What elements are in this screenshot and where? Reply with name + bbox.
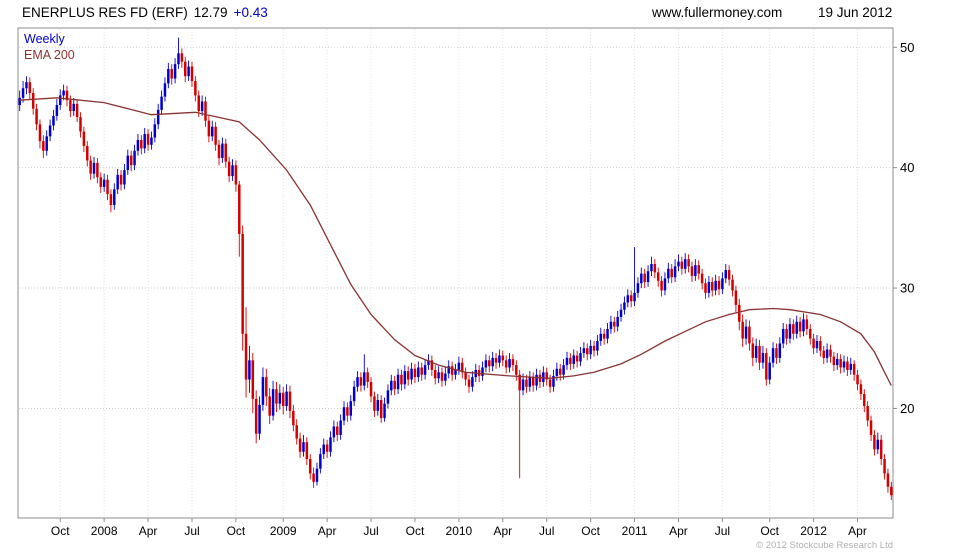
svg-text:Apr: Apr bbox=[848, 524, 867, 538]
copyright-notice: © 2012 Stockcube Research Ltd bbox=[756, 540, 893, 551]
svg-text:Apr: Apr bbox=[318, 524, 337, 538]
svg-text:Apr: Apr bbox=[493, 524, 512, 538]
svg-text:Jul: Jul bbox=[539, 524, 554, 538]
svg-text:Jul: Jul bbox=[184, 524, 199, 538]
svg-text:2012: 2012 bbox=[800, 524, 827, 538]
svg-text:2009: 2009 bbox=[270, 524, 297, 538]
svg-text:Oct: Oct bbox=[760, 524, 779, 538]
svg-text:2008: 2008 bbox=[91, 524, 118, 538]
frame-layer bbox=[17, 27, 894, 519]
svg-text:2010: 2010 bbox=[446, 524, 473, 538]
ema-layer bbox=[19, 97, 892, 386]
svg-text:Oct: Oct bbox=[581, 524, 600, 538]
svg-text:Oct: Oct bbox=[51, 524, 70, 538]
grid-layer bbox=[19, 29, 892, 517]
svg-text:50: 50 bbox=[900, 40, 914, 55]
website-label: www.fullermoney.com bbox=[652, 5, 783, 20]
svg-text:30: 30 bbox=[900, 281, 914, 296]
candles-layer bbox=[18, 37, 893, 500]
svg-text:20: 20 bbox=[900, 401, 914, 416]
ema-label: EMA 200 bbox=[24, 48, 75, 62]
instrument-title: ENERPLUS RES FD (ERF) bbox=[22, 5, 188, 20]
svg-text:Oct: Oct bbox=[227, 524, 246, 538]
header: ENERPLUS RES FD (ERF) 12.79 +0.43 bbox=[22, 5, 268, 20]
svg-text:Jul: Jul bbox=[715, 524, 730, 538]
svg-text:Apr: Apr bbox=[139, 524, 158, 538]
svg-text:40: 40 bbox=[900, 160, 914, 175]
axis-layer: 20 30 40 50 Oct 2008 Apr Jul Oct 2009 Apr Jul Oct 201… bbox=[51, 40, 915, 538]
svg-text:Apr: Apr bbox=[669, 524, 688, 538]
svg-text:2011: 2011 bbox=[622, 524, 648, 538]
svg-text:Oct: Oct bbox=[406, 524, 425, 538]
timeframe-label: Weekly bbox=[24, 32, 65, 46]
chart-legend: Weekly EMA 200 bbox=[24, 31, 75, 63]
svg-text:Jul: Jul bbox=[363, 524, 378, 538]
price-change: +0.43 bbox=[233, 5, 268, 20]
chart-date: 19 Jun 2012 bbox=[818, 5, 893, 20]
last-price: 12.79 bbox=[193, 5, 228, 20]
